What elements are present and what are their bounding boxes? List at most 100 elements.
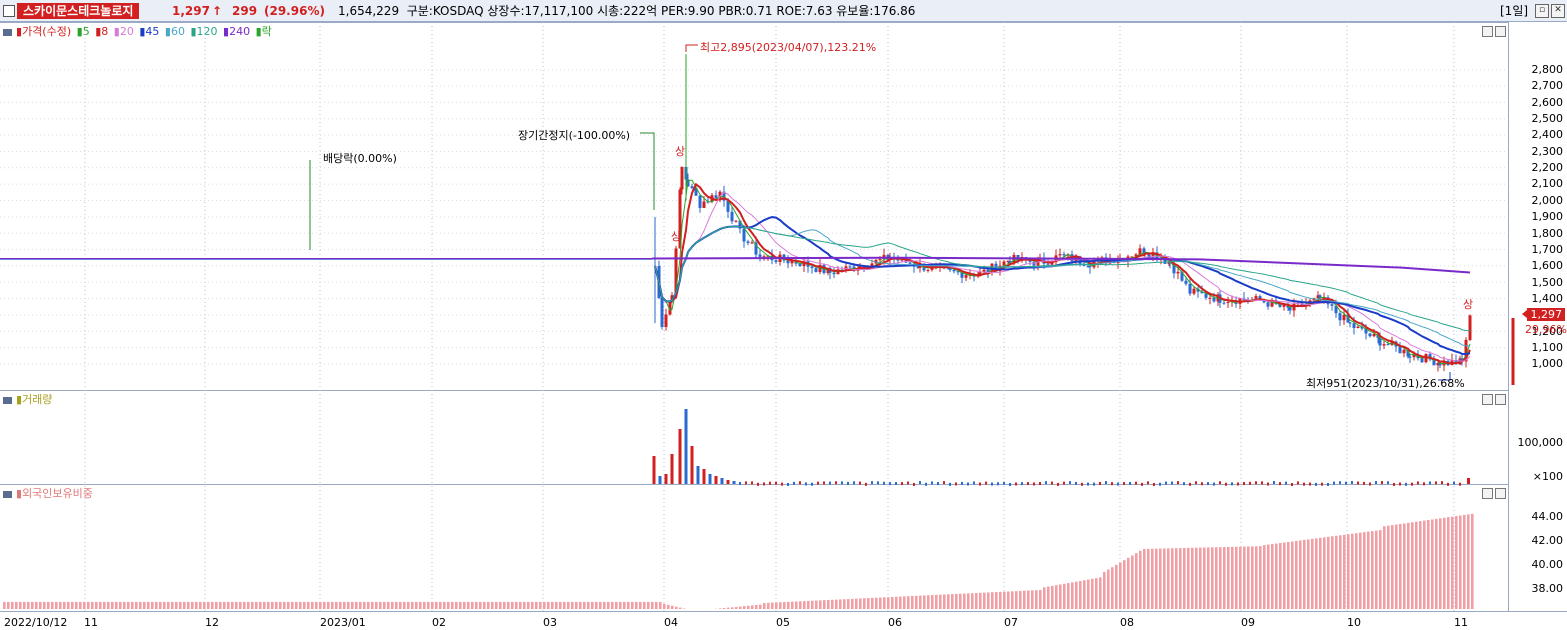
foreign-bar (927, 595, 930, 609)
foreign-bar (771, 602, 774, 609)
foreign-bar (1315, 538, 1318, 609)
foreign-bar (603, 601, 606, 609)
price-candle (1330, 304, 1334, 306)
volume-bar (883, 481, 885, 485)
foreign-tick: 38.00 (1531, 582, 1564, 595)
foreign-bar (63, 601, 66, 609)
foreign-bar (1279, 543, 1282, 609)
close-icon[interactable]: ✕ (1551, 4, 1565, 18)
panel-minimize-icon[interactable] (1482, 26, 1493, 37)
volume-bar (1393, 482, 1395, 486)
price-candle (826, 268, 830, 274)
foreign-bar (507, 601, 510, 609)
restore-icon[interactable]: ▫ (1535, 4, 1549, 18)
volume-bar (1213, 482, 1215, 486)
price-candle (668, 301, 672, 315)
price-candle (1086, 265, 1090, 267)
panel-minimize-icon[interactable] (1482, 394, 1493, 405)
foreign-bar (239, 601, 242, 609)
foreign-bar (935, 594, 938, 609)
price-candle (926, 269, 930, 271)
panel-minimize-icon[interactable] (1482, 488, 1493, 499)
volume-bar (937, 482, 939, 486)
foreign-bar (595, 601, 598, 609)
foreign-bar (423, 601, 426, 609)
foreign-bar (1183, 547, 1186, 609)
price-candle (1386, 344, 1390, 346)
panel-icon (3, 396, 12, 404)
volume-bar (1467, 478, 1470, 484)
foreign-bar (499, 601, 502, 609)
foreign-bar (471, 601, 474, 609)
select-checkbox[interactable] (3, 5, 15, 17)
foreign-bar (1083, 580, 1086, 609)
foreign-bar (1179, 548, 1182, 609)
volume-bar (991, 482, 993, 486)
foreign-panel: ▮외국인보유비중 (0, 484, 1508, 611)
volume-bar (1015, 482, 1017, 486)
price-candle (1130, 256, 1134, 258)
foreign-bar (127, 601, 130, 609)
foreign-bar (1107, 569, 1110, 609)
price-tick: 2,600 (1531, 95, 1564, 109)
foreign-bar (1111, 567, 1114, 609)
foreign-bar (275, 601, 278, 609)
high-annotation: 최고2,895(2023/04/07),123.21% (700, 41, 877, 54)
volume-bar (1159, 482, 1161, 486)
panel-maximize-icon[interactable] (1495, 26, 1506, 37)
volume-bar (1027, 482, 1029, 486)
foreign-bar (75, 601, 78, 609)
foreign-bar (1015, 591, 1018, 609)
volume-bar (1201, 482, 1203, 486)
foreign-bar (379, 601, 382, 609)
foreign-bar (187, 601, 190, 609)
price-candle (1196, 288, 1200, 292)
legend-ma240: ▮240 (223, 25, 251, 38)
foreign-bar (1371, 531, 1374, 609)
price-candle (1322, 297, 1326, 299)
volume-bar (1297, 481, 1299, 485)
foreign-bar (791, 601, 794, 609)
foreign-bar (1439, 518, 1442, 609)
foreign-bar (743, 606, 746, 609)
volume-bar (967, 482, 969, 486)
panel-maximize-icon[interactable] (1495, 488, 1506, 499)
volume-bar (1441, 481, 1443, 485)
panel-maximize-icon[interactable] (1495, 394, 1506, 405)
period-selector[interactable]: [1일] (1500, 4, 1529, 18)
volume-bar (1195, 481, 1197, 485)
low-arrow (1438, 372, 1451, 381)
foreign-bar (1159, 548, 1162, 609)
price-candle (1008, 260, 1012, 264)
foreign-bar (171, 601, 174, 609)
foreign-bar (647, 601, 650, 609)
price-candle (810, 266, 814, 269)
price-candle (916, 266, 920, 268)
foreign-bar (199, 601, 202, 609)
foreign-bar (3, 601, 6, 609)
foreign-bar (99, 601, 102, 609)
foreign-bar (123, 601, 126, 609)
price-tick: 2,100 (1531, 177, 1564, 191)
foreign-bar (987, 592, 990, 609)
legend-price: ▮가격(수정) (16, 25, 72, 38)
foreign-bar (887, 597, 890, 609)
price-candle (1460, 358, 1464, 362)
foreign-bar (983, 592, 986, 609)
price-candle (1184, 280, 1188, 284)
foreign-bar (1143, 548, 1146, 609)
foreign-bar (1207, 547, 1210, 609)
volume-bar (708, 474, 712, 484)
stock-name[interactable]: 스카이문스테크놀로지 (17, 3, 140, 19)
foreign-bar (923, 595, 926, 609)
price-candle (698, 195, 702, 208)
volume-bar (943, 481, 945, 485)
foreign-bar (359, 601, 362, 609)
foreign-bar (207, 601, 210, 609)
foreign-bar (1307, 539, 1310, 609)
foreign-bar (871, 597, 874, 609)
foreign-bar (799, 601, 802, 609)
foreign-bar (299, 601, 302, 609)
volume-bar (1219, 481, 1221, 485)
price-candle (1282, 304, 1286, 307)
